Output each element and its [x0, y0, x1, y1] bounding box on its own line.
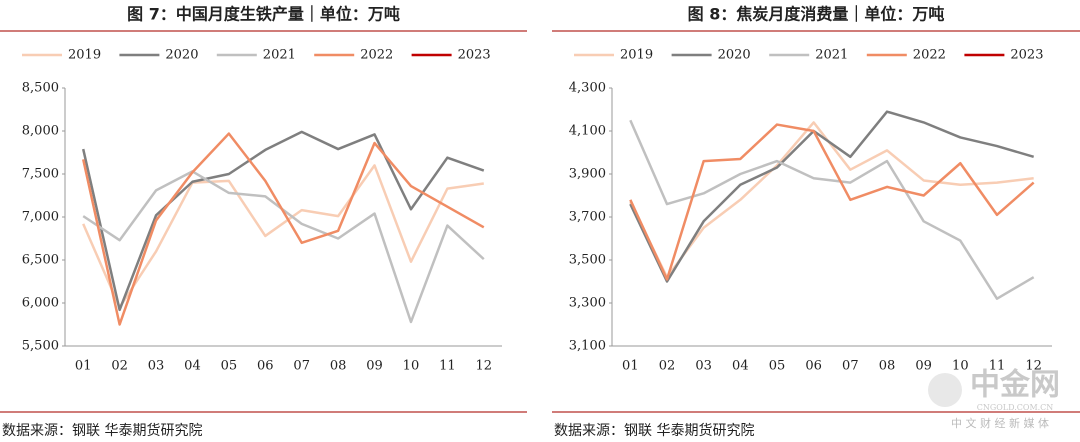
legend-label: 2021 — [815, 48, 848, 63]
legend-label: 2022 — [360, 48, 393, 63]
x-tick-label: 04 — [732, 359, 749, 374]
legend-label: 2020 — [165, 48, 198, 63]
legend-label: 2023 — [458, 48, 491, 63]
legend-label: 2019 — [68, 48, 101, 63]
chart-title: 图 7：中国月度生铁产量｜单位：万吨 — [127, 5, 400, 24]
y-tick-label: 6,000 — [22, 296, 59, 311]
series-line — [81, 132, 485, 326]
y-tick-label: 3,300 — [569, 296, 606, 311]
legend-label: 2021 — [263, 48, 296, 63]
x-tick-label: 06 — [805, 359, 822, 374]
y-tick-label: 8,500 — [22, 81, 59, 96]
y-tick-label: 3,900 — [569, 167, 606, 182]
watermark-domain: CNGOLD.COM.CN — [977, 403, 1054, 412]
x-tick-label: 07 — [293, 359, 310, 374]
y-tick-label: 6,500 — [22, 253, 59, 268]
x-tick-label: 11 — [439, 359, 456, 374]
y-tick-label: 4,100 — [569, 124, 606, 139]
series-line — [81, 130, 485, 312]
watermark-name: 中金网 — [970, 368, 1060, 403]
x-tick-label: 01 — [622, 359, 639, 374]
series-line — [629, 121, 1034, 279]
legend-label: 2022 — [913, 48, 946, 63]
x-tick-label: 09 — [915, 359, 932, 374]
legend-label: 2023 — [1010, 48, 1043, 63]
source: 数据来源：钢联 华泰期货研究院 — [2, 422, 202, 439]
watermark-slogan: 中 文 财 经 新 媒 体 — [951, 416, 1049, 430]
watermark-logo — [928, 373, 962, 407]
x-tick-label: 03 — [148, 359, 165, 374]
series-line — [629, 110, 1035, 283]
x-tick-label: 02 — [111, 359, 128, 374]
series-line — [629, 123, 1035, 281]
y-tick-label: 8,000 — [22, 124, 59, 139]
x-tick-label: 10 — [952, 359, 969, 374]
x-tick-label: 05 — [221, 359, 238, 374]
y-tick-label: 7,000 — [22, 210, 59, 225]
x-tick-label: 10 — [403, 359, 420, 374]
series-line — [82, 164, 484, 309]
x-tick-label: 09 — [366, 359, 383, 374]
legend-label: 2020 — [718, 48, 751, 63]
x-tick-label: 07 — [842, 359, 859, 374]
source: 数据来源：钢联 华泰期货研究院 — [554, 422, 754, 439]
y-tick-label: 5,500 — [22, 339, 59, 354]
chart-title: 图 8：焦炭月度消费量｜单位：万吨 — [688, 5, 945, 24]
legend-label: 2019 — [620, 48, 653, 63]
x-tick-label: 12 — [1025, 359, 1042, 374]
x-tick-label: 04 — [184, 359, 201, 374]
x-tick-label: 02 — [659, 359, 676, 374]
x-tick-label: 12 — [476, 359, 493, 374]
y-tick-label: 3,700 — [569, 210, 606, 225]
y-tick-label: 3,500 — [569, 253, 606, 268]
x-tick-label: 08 — [330, 359, 347, 374]
y-tick-label: 7,500 — [22, 167, 59, 182]
x-tick-label: 06 — [257, 359, 274, 374]
x-tick-label: 05 — [769, 359, 786, 374]
x-tick-label: 03 — [695, 359, 712, 374]
x-tick-label: 01 — [75, 359, 92, 374]
y-tick-label: 4,300 — [569, 81, 606, 96]
x-tick-label: 11 — [989, 359, 1006, 374]
series-line — [629, 119, 1035, 300]
x-tick-label: 08 — [879, 359, 896, 374]
y-tick-label: 3,100 — [569, 339, 606, 354]
